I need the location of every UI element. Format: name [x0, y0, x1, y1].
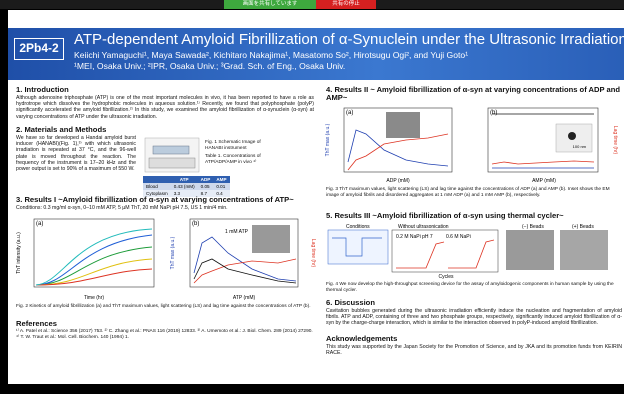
inset-label: 1 mM ATP: [225, 229, 249, 235]
figure-label: (−) Beads: [522, 224, 544, 230]
section-heading: References: [16, 320, 57, 328]
figure-label: 0.6 M NaPi: [446, 234, 471, 240]
stop-label: 共有の停止: [332, 1, 360, 7]
affiliations: ¹MEI, Osaka Univ.; ²IPR, Osaka Univ.; ³G…: [74, 61, 345, 71]
axis-title: ThT intensity (a.u.): [16, 232, 22, 274]
table-row-label: Blood: [143, 183, 171, 190]
table-cell: 0.05: [198, 183, 214, 190]
figure-label: Conditions: [346, 224, 370, 230]
section-heading: 1. Introduction: [16, 86, 69, 94]
share-status: 画面を共有しています: [224, 0, 316, 9]
paragraph: Although adenosine triphosphate (ATP) is…: [16, 95, 314, 120]
section-heading: 2. Materials and Methods: [16, 126, 106, 134]
paragraph: This study was supported by the Japan So…: [326, 344, 622, 356]
axis-title: ATP (mM): [233, 295, 256, 301]
kinetics-chart: (a) Time (hr) ThT intensity (a.u.): [14, 213, 164, 303]
instrument-figure: [143, 136, 201, 174]
table-cell: 0.01: [213, 183, 229, 190]
section-heading: 3. Results I ~Amyloid fibrillization of …: [16, 196, 294, 204]
panel-label: (b): [192, 221, 199, 227]
figure-caption: Fig. 3 ThT maximum values, light scatter…: [326, 187, 622, 199]
atp-chart: (b) ATP (mM) ThT max (a.u.) Lag time (hr…: [168, 213, 318, 303]
axis-title: ThT max (a.u.): [170, 236, 176, 269]
amp-chart: (b) AMP (mM) Lag time (hr) 100 nm: [474, 104, 624, 186]
table-cell: 0.43 (mM): [171, 183, 198, 190]
screen: 画面を共有しています 共有の停止 2Pb4-2 ATP-dependent Am…: [0, 0, 624, 394]
poster-header: 2Pb4-2 ATP-dependent Amyloid Fibrillizat…: [8, 28, 624, 80]
table-corner: [143, 176, 171, 183]
section-heading: 5. Results III ~Amyloid fibrillization o…: [326, 212, 564, 220]
figure-label: Without ultrasonication: [398, 224, 449, 230]
poster-id: 2Pb4-2: [14, 38, 64, 60]
figure-caption: Fig. 1 Schematic Image of HANABI instrum…: [205, 140, 265, 152]
table-caption: Table 1. Concentrations of ATP/ADP/AMP i…: [205, 154, 285, 166]
adp-chart: (a) ADP (mM) ThT max (a.u.): [324, 104, 474, 186]
axis-title: AMP (mM): [532, 178, 556, 184]
references: ¹⁾ A. Patel et al.: Science 356 (2017) 7…: [16, 329, 314, 341]
scale-label: 100 nm: [573, 144, 587, 149]
authors: Keiichi Yamaguchi¹, Maya Sawada², Kichit…: [74, 50, 468, 60]
table-header-cell: ATP: [171, 176, 198, 183]
conditions: Conditions: 0.3 mg/ml α-syn, 0–10 mM ATP…: [16, 205, 228, 211]
figure-caption: Fig. 4 We now develop the high-throughpu…: [326, 282, 622, 294]
table-header-cell: ADP: [198, 176, 214, 183]
axis-title: Lag time (hr): [612, 126, 618, 155]
axis-title: ADP (mM): [386, 178, 410, 184]
poster-title: ATP-dependent Amyloid Fibrillization of …: [74, 31, 624, 49]
section-heading: 4. Results II ~ Amyloid fibrillization o…: [326, 86, 622, 102]
figure-label: 0.2 M NaPi pH 7: [396, 234, 433, 240]
thermal-cycler-figure: Conditions Without ultrasonication 0.2 M…: [326, 222, 624, 280]
axis-title: ThT max (a.u.): [325, 123, 331, 156]
figure-caption: Fig. 2 Kinetics of amyloid fibrillizatio…: [16, 304, 314, 310]
panel-label: (b): [490, 110, 497, 116]
share-bar: 画面を共有しています 共有の停止: [0, 0, 624, 9]
table-header-cell: AMP: [213, 176, 229, 183]
paragraph: We have so far developed a Handai amyloi…: [16, 135, 136, 172]
paragraph: Cavitation bubbles generated during the …: [326, 308, 622, 327]
section-heading: Acknowledgements: [326, 335, 397, 343]
stop-share-button[interactable]: 共有の停止: [316, 0, 376, 9]
panel-label: (a): [346, 110, 353, 116]
poster: 2Pb4-2 ATP-dependent Amyloid Fibrillizat…: [8, 10, 624, 384]
panel-label: (a): [36, 221, 43, 227]
axis-title: Lag time (hr): [310, 239, 316, 268]
section-heading: 6. Discussion: [326, 299, 375, 307]
axis-title: Cycles: [438, 274, 454, 280]
figure-label: (+) Beads: [572, 224, 594, 230]
axis-title: Time (hr): [84, 295, 104, 301]
